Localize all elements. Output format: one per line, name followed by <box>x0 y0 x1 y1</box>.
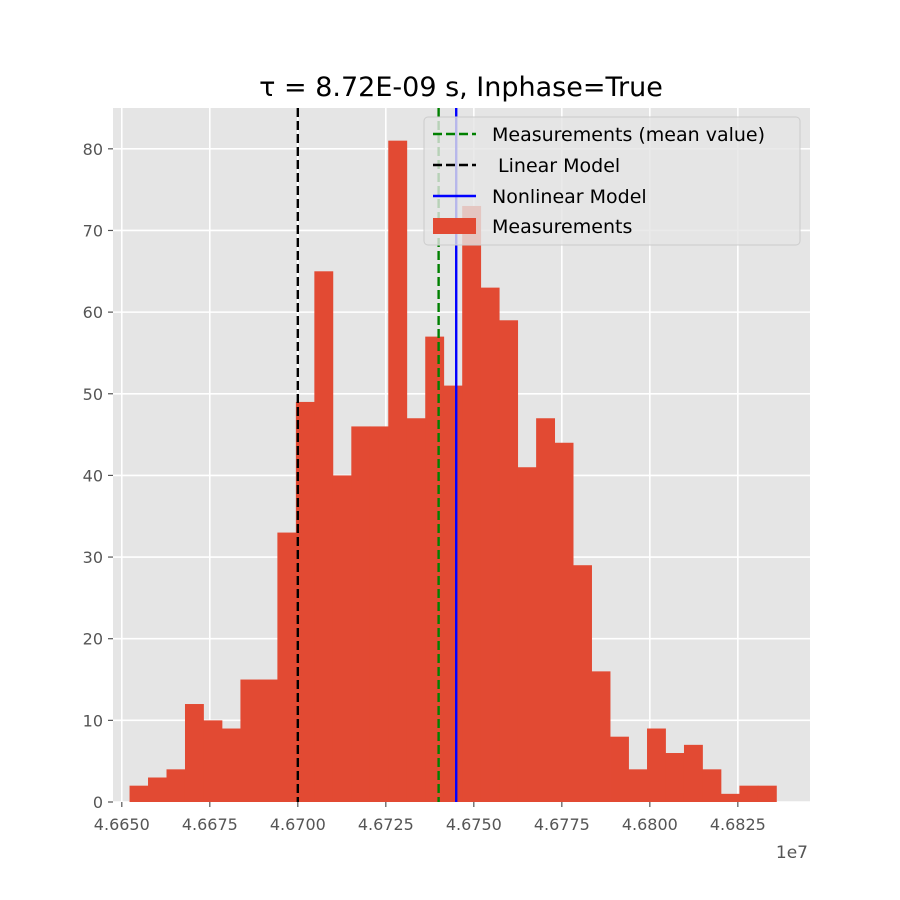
histogram-bar <box>166 769 186 802</box>
y-tick-label: 50 <box>83 385 103 404</box>
histogram-bar <box>573 565 592 802</box>
histogram-bar <box>425 336 445 802</box>
x-tick-label: 4.6750 <box>446 815 502 834</box>
histogram-bar <box>591 671 611 802</box>
histogram-bar <box>369 426 389 802</box>
x-tick-label: 4.6825 <box>710 815 766 834</box>
histogram-bar <box>462 205 482 803</box>
x-tick-label: 4.6800 <box>622 815 678 834</box>
histogram-bar <box>295 401 315 802</box>
histogram-bar <box>129 785 149 802</box>
histogram-bar <box>221 728 241 802</box>
histogram-bar <box>184 704 204 802</box>
histogram-bar <box>517 467 537 802</box>
histogram-bar <box>757 785 777 802</box>
x-tick-label: 4.6650 <box>94 815 150 834</box>
y-tick-label: 0 <box>93 793 103 812</box>
histogram-bar <box>148 777 167 802</box>
legend-histogram-swatch <box>433 218 476 234</box>
legend-histogram-label: Measurements <box>492 216 632 238</box>
histogram-bar <box>277 532 297 802</box>
y-tick-label: 20 <box>83 630 103 649</box>
histogram-bar <box>314 271 334 802</box>
histogram-bar <box>536 418 556 802</box>
histogram-bar <box>480 287 500 802</box>
x-tick-label: 4.6700 <box>270 815 326 834</box>
legend-mean-label: Measurements (mean value) <box>492 124 765 146</box>
y-tick-label: 80 <box>83 140 103 159</box>
x-tick-label: 4.6775 <box>534 815 590 834</box>
histogram-bar <box>739 785 759 802</box>
x-tick-label: 4.6725 <box>358 815 414 834</box>
histogram-bar <box>720 793 740 802</box>
y-tick-label: 70 <box>83 221 103 240</box>
histogram-bar <box>332 475 352 802</box>
legend-box <box>423 116 801 246</box>
histogram-bar <box>647 728 666 802</box>
histogram-bar <box>628 769 648 802</box>
y-tick-label: 60 <box>83 303 103 322</box>
y-tick-label: 30 <box>83 548 103 567</box>
histogram-bar <box>406 418 426 802</box>
histogram-bar <box>665 753 685 802</box>
histogram-bar <box>443 385 463 802</box>
legend-nonlinear-label: Nonlinear Model <box>492 186 647 208</box>
chart-title: τ = 8.72E-09 s, Inphase=True <box>259 72 663 103</box>
histogram-bar <box>610 736 629 802</box>
y-tick-label: 10 <box>83 711 103 730</box>
y-axis-ticks: 0 10 20 30 40 50 60 70 80 <box>83 140 113 812</box>
histogram-bar <box>388 140 408 803</box>
histogram-bar <box>554 442 574 802</box>
histogram-bar <box>683 744 703 802</box>
histogram-bar <box>258 679 278 802</box>
y-tick-label: 40 <box>83 466 103 485</box>
x-tick-label: 4.6675 <box>182 815 238 834</box>
x-offset-label: 1e7 <box>776 843 808 863</box>
histogram-bar <box>203 720 223 802</box>
legend: Measurements (mean value) Linear Model N… <box>423 116 801 246</box>
histogram-bar <box>240 679 260 802</box>
histogram-bar <box>499 320 519 802</box>
x-axis-ticks: 4.6650 4.6675 4.6700 4.6725 4.6750 4.6775 4.68… <box>94 802 766 834</box>
histogram-bar <box>702 769 722 802</box>
legend-linear-label: Linear Model <box>492 155 620 177</box>
histogram-bar <box>351 426 371 802</box>
